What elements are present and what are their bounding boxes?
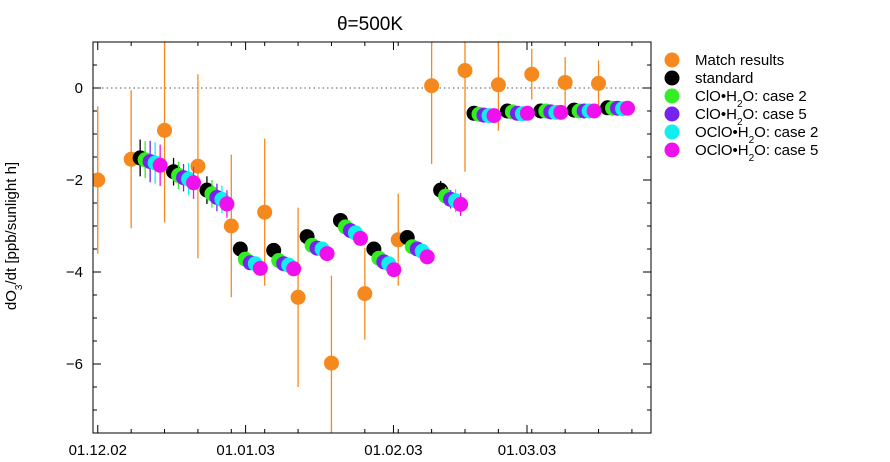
data-marks <box>93 42 636 433</box>
series-1 <box>132 100 616 258</box>
legend-marker <box>664 142 680 158</box>
data-point <box>386 262 402 278</box>
data-point <box>93 172 106 188</box>
series-5 <box>152 100 636 278</box>
data-point <box>323 355 339 371</box>
legend-label: Match results <box>695 52 784 69</box>
legend-marker <box>664 70 680 86</box>
y-tick-label: −6 <box>66 356 83 373</box>
legend-marker <box>664 124 680 140</box>
data-point <box>152 157 168 173</box>
series-4 <box>147 101 631 273</box>
data-point <box>286 261 302 277</box>
data-point <box>453 196 469 212</box>
data-point <box>519 105 535 121</box>
series-0 <box>93 42 607 433</box>
data-point <box>352 230 368 246</box>
legend-marker <box>664 106 680 122</box>
data-point <box>586 103 602 119</box>
data-point <box>157 122 173 138</box>
chart-title: θ=500K <box>337 14 403 35</box>
legend-label: standard <box>695 70 753 87</box>
y-tick-label: 0 <box>75 80 83 97</box>
series-3 <box>142 100 626 272</box>
data-point <box>190 158 206 174</box>
y-tick-label: −4 <box>66 264 83 281</box>
legend-marker <box>664 52 680 68</box>
data-point <box>553 104 569 120</box>
data-point <box>490 77 506 93</box>
data-point <box>620 100 636 116</box>
data-point <box>219 196 235 212</box>
data-point <box>257 204 273 220</box>
axes: 0 −2 −4 −6 01.12.02 01.01.03 01.02.03 01.03.03 <box>66 42 651 459</box>
plot-frame <box>92 41 652 434</box>
data-point <box>252 260 268 276</box>
data-point <box>424 78 440 94</box>
data-point <box>557 74 573 90</box>
data-point <box>357 286 373 302</box>
y-axis-label: dO3/dt [ppb/sunlight h] <box>3 162 25 310</box>
data-point <box>223 218 239 234</box>
y-tick-label: −2 <box>66 172 83 189</box>
data-point <box>186 175 202 191</box>
data-point <box>319 246 335 262</box>
legend-label: OClO•H2O: case 2 <box>695 124 818 146</box>
data-point <box>591 75 607 91</box>
x-tick-label: 01.03.03 <box>498 442 556 459</box>
data-point <box>457 63 473 79</box>
x-tick-label: 01.12.02 <box>69 442 127 459</box>
x-tick-label: 01.01.03 <box>216 442 274 459</box>
x-tick-label: 01.02.03 <box>364 442 422 459</box>
data-point <box>486 108 502 124</box>
legend-label: ClO•H2O: case 5 <box>695 106 807 128</box>
data-point <box>290 289 306 305</box>
legend-marker <box>664 88 680 104</box>
data-point <box>524 66 540 82</box>
legend-label: OClO•H2O: case 5 <box>695 142 818 164</box>
data-point <box>419 249 435 265</box>
legend-label: ClO•H2O: case 2 <box>695 88 807 110</box>
